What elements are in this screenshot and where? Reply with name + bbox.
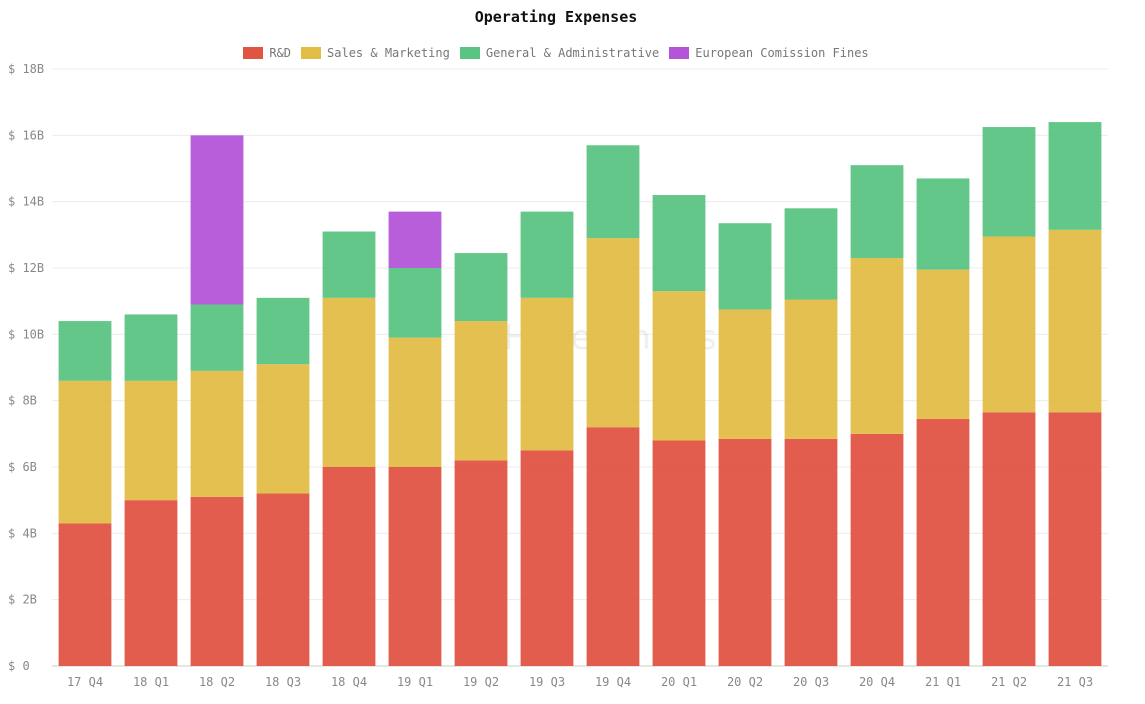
bar-segment[interactable] (1048, 122, 1102, 230)
bar-segment[interactable] (388, 467, 442, 666)
bar-segment[interactable] (784, 438, 838, 666)
bar-segment[interactable] (58, 523, 112, 666)
x-tick-label: 18 Q3 (265, 675, 301, 689)
legend-label: European Comission Fines (695, 46, 869, 60)
x-tick-label: 19 Q3 (529, 675, 565, 689)
bar-segment[interactable] (982, 412, 1036, 666)
bar-segment[interactable] (916, 269, 970, 419)
x-tick-label: 20 Q4 (859, 675, 895, 689)
bar-segment[interactable] (784, 299, 838, 439)
chart-title: Operating Expenses (474, 8, 638, 26)
x-tick-label: 19 Q2 (463, 675, 499, 689)
bar-segment[interactable] (124, 500, 178, 666)
x-tick-label: 18 Q4 (331, 675, 367, 689)
x-tick-label: 17 Q4 (67, 675, 103, 689)
x-tick-label: 21 Q2 (991, 675, 1027, 689)
bar-segment[interactable] (256, 364, 310, 494)
bar-segment[interactable] (982, 236, 1036, 413)
bar-segment[interactable] (190, 370, 244, 497)
y-tick-label: $ 14B (8, 195, 44, 209)
legend-item[interactable]: Sales & Marketing (301, 46, 450, 60)
bar-segment[interactable] (520, 297, 574, 451)
legend-item[interactable]: R&D (243, 46, 291, 60)
bar-segment[interactable] (850, 433, 904, 666)
bar-segment[interactable] (58, 380, 112, 524)
legend-item[interactable]: General & Administrative (459, 46, 660, 60)
x-tick-label: 19 Q4 (595, 675, 631, 689)
bar-segment[interactable] (652, 291, 706, 441)
y-tick-label: $ 2B (8, 593, 37, 607)
bar-segment[interactable] (784, 208, 838, 300)
bar-segment[interactable] (322, 467, 376, 666)
bar-segment[interactable] (58, 321, 112, 381)
x-tick-label: 18 Q2 (199, 675, 235, 689)
legend-swatch (301, 47, 322, 59)
bar-segment[interactable] (850, 258, 904, 434)
bar-segment[interactable] (586, 238, 640, 428)
bar-segment[interactable] (388, 268, 442, 338)
legend-swatch (669, 47, 690, 59)
legend-item[interactable]: European Comission Fines (669, 46, 869, 60)
bar-segment[interactable] (520, 211, 574, 298)
legend-label: R&D (269, 46, 292, 60)
bar-segment[interactable] (718, 309, 772, 439)
bar-segment[interactable] (586, 145, 640, 239)
x-tick-label: 19 Q1 (397, 675, 433, 689)
bar-segment[interactable] (718, 223, 772, 310)
bar-segment[interactable] (124, 380, 178, 501)
y-tick-label: $ 4B (8, 526, 37, 540)
y-tick-label: $ 16B (8, 128, 44, 142)
bar-segment[interactable] (652, 195, 706, 292)
bar-segment[interactable] (256, 493, 310, 666)
bar-segment[interactable] (190, 304, 244, 371)
x-tick-label: 18 Q1 (133, 675, 169, 689)
bar-segment[interactable] (388, 211, 442, 268)
bar-segment[interactable] (916, 178, 970, 270)
y-tick-label: $ 18B (8, 62, 44, 76)
bar-segment[interactable] (520, 450, 574, 666)
bar-segment[interactable] (454, 321, 508, 461)
bar-segment[interactable] (256, 297, 310, 365)
x-tick-label: 20 Q2 (727, 675, 763, 689)
legend: R&D Sales & Marketing General & Administra… (0, 46, 1112, 60)
legend-label: General & Administrative (485, 46, 660, 60)
bar-segment[interactable] (982, 127, 1036, 237)
bar-segment[interactable] (1048, 229, 1102, 413)
bar-segment[interactable] (850, 165, 904, 259)
bar-segment[interactable] (1048, 412, 1102, 666)
y-tick-label: $ 10B (8, 327, 44, 341)
y-tick-label: $ 12B (8, 261, 44, 275)
bar-segment[interactable] (454, 253, 508, 322)
y-tick-label: $ 6B (8, 460, 37, 474)
x-tick-label: 21 Q3 (1057, 675, 1093, 689)
bar-segment[interactable] (454, 460, 508, 666)
legend-label: Sales & Marketing (327, 46, 450, 60)
bar-segment[interactable] (652, 440, 706, 666)
bar-segment[interactable] (124, 314, 178, 381)
x-tick-label: 20 Q3 (793, 675, 829, 689)
bar-segment[interactable] (388, 337, 442, 467)
bar-segment[interactable] (190, 496, 244, 666)
x-tick-label: 21 Q1 (925, 675, 961, 689)
bar-segment[interactable] (586, 427, 640, 666)
y-tick-label: $ 8B (8, 394, 37, 408)
y-tick-label: $ 0 (8, 659, 30, 673)
bar-segment[interactable] (190, 135, 244, 305)
bar-segment[interactable] (322, 297, 376, 467)
bar-segment[interactable] (718, 438, 772, 666)
x-tick-label: 20 Q1 (661, 675, 697, 689)
bar-segment[interactable] (916, 418, 970, 666)
legend-swatch (459, 47, 480, 59)
bar-segment[interactable] (322, 231, 376, 298)
legend-swatch (243, 47, 264, 59)
